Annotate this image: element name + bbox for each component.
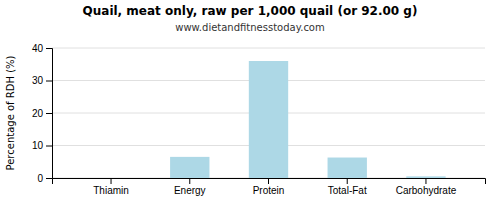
x-tick-mark: [189, 178, 190, 184]
bar: [170, 157, 209, 178]
x-tick-mark: [425, 178, 426, 184]
x-tick: Protein: [253, 178, 285, 196]
y-tick-mark: [46, 178, 52, 179]
y-tick: 10: [32, 140, 52, 151]
y-tick-label: 0: [37, 173, 43, 184]
plot: 0 10 20 30 40 Thiamin Energy Protein Total-Fat Ca…: [32, 43, 486, 196]
y-tick-label: 20: [32, 108, 44, 119]
x-tick-mark: [347, 178, 348, 184]
y-tick-label: 40: [32, 43, 44, 54]
y-axis: 0 10 20 30 40: [32, 43, 53, 184]
bars: [170, 61, 446, 178]
title: Quail, meat only, raw per 1,000 quail (o…: [83, 4, 418, 18]
x-axis-line: [53, 179, 486, 185]
x-tick: Total-Fat: [328, 178, 367, 196]
x-tick: Carbohydrate: [396, 178, 457, 196]
y-tick: 0: [37, 173, 52, 184]
y-axis-title: Percentage of RDH (%): [5, 55, 16, 170]
grid: [52, 48, 485, 178]
y-tick: 40: [32, 43, 52, 54]
bar: [406, 176, 445, 178]
chart: Quail, meat only, raw per 1,000 quail (o…: [0, 0, 500, 200]
y-tick-mark: [46, 146, 52, 147]
x-tick: Energy: [174, 178, 206, 196]
y-tick: 20: [32, 108, 52, 119]
x-tick-label: Thiamin: [93, 185, 129, 196]
x-tick-label: Energy: [174, 185, 206, 196]
x-axis: Thiamin Energy Protein Total-Fat Carbohydrat…: [53, 178, 486, 196]
y-tick-mark: [46, 113, 52, 114]
bar: [91, 178, 130, 179]
y-tick-mark: [46, 48, 52, 49]
x-tick-label: Carbohydrate: [396, 185, 457, 196]
subtitle: www.dietandfitnesstoday.com: [175, 22, 324, 33]
y-axis-line: [46, 49, 53, 179]
x-tick-label: Protein: [253, 185, 285, 196]
x-tick: Thiamin: [93, 178, 129, 196]
y-tick-label: 30: [32, 75, 44, 86]
x-tick-label: Total-Fat: [328, 185, 367, 196]
y-tick-mark: [46, 81, 52, 82]
grid-line: [52, 48, 485, 49]
bar: [249, 61, 288, 178]
y-tick-label: 10: [32, 140, 44, 151]
x-tick-mark: [111, 178, 112, 184]
bar: [328, 158, 367, 178]
y-tick: 30: [32, 75, 52, 86]
x-tick-mark: [268, 178, 269, 184]
